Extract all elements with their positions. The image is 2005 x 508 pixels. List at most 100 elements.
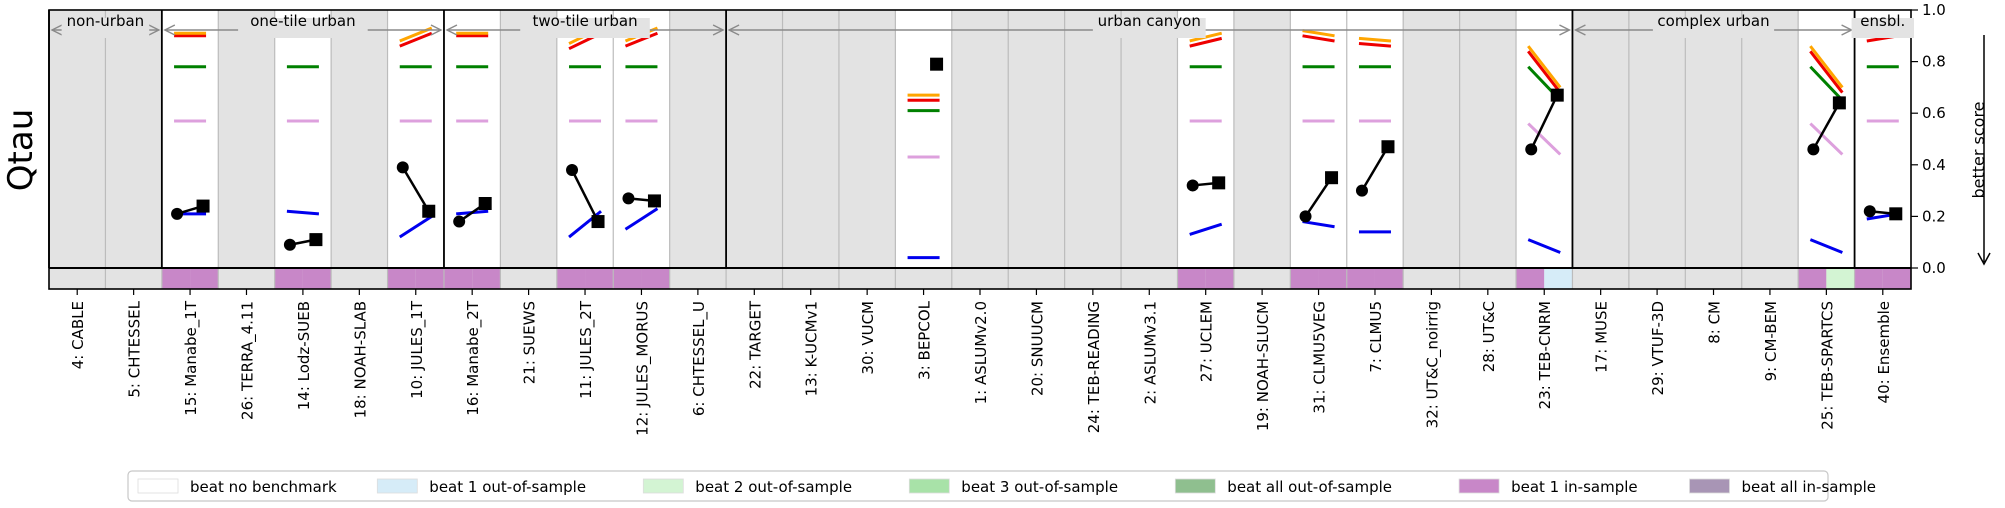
highlight-column <box>387 10 444 268</box>
series-connector <box>570 169 600 223</box>
benchmark-line <box>1302 34 1335 43</box>
strip-cell <box>1346 268 1375 289</box>
y-tick-label: 0.4 <box>1922 156 1946 174</box>
model-series <box>171 57 1903 251</box>
group-arrow-left <box>727 24 740 36</box>
x-tick-label: 11: JULES_2T <box>577 300 596 399</box>
strip-cell <box>641 268 670 289</box>
group-label: urban canyon <box>1098 12 1201 30</box>
circle-marker <box>1525 143 1538 156</box>
strip-cell <box>1318 268 1347 289</box>
x-tick-label: 24: TEB-READING <box>1085 301 1103 433</box>
square-marker <box>309 233 323 247</box>
group-label: two-tile urban <box>532 12 637 30</box>
group-label-bg <box>1851 18 1914 38</box>
strip-cell <box>1854 268 1883 289</box>
legend-label: beat 1 out-of-sample <box>429 478 586 496</box>
benchmark-line <box>1809 45 1844 89</box>
group-arrow-left <box>50 24 63 36</box>
series-connector <box>1530 94 1559 150</box>
legend-label: beat 2 out-of-sample <box>695 478 852 496</box>
legend-swatch <box>376 478 418 494</box>
benchmark-line <box>624 207 659 231</box>
strip-cell <box>1290 268 1319 289</box>
legend-label: beat 3 out-of-sample <box>961 478 1118 496</box>
x-tick-label: 19: NOAH-SLUCM <box>1254 301 1272 431</box>
circle-marker <box>1299 210 1312 223</box>
benchmark-line <box>1527 122 1562 156</box>
group-label-bg <box>61 18 150 38</box>
x-tick-label: 18: NOAH-SLAB <box>351 301 369 418</box>
highlight-column <box>1346 10 1404 268</box>
y-tick-label: 0.6 <box>1922 104 1946 122</box>
x-tick-label: 4: CABLE <box>69 301 87 369</box>
strip-cell <box>443 268 473 289</box>
circle-marker <box>283 238 296 251</box>
square-marker <box>1212 176 1226 190</box>
strip-cell <box>274 268 303 289</box>
benchmark-line <box>1189 31 1223 43</box>
x-tick-label: 16: Manabe_2T <box>464 300 483 416</box>
series-connector <box>1812 102 1841 150</box>
x-tick-label: 12: JULES_MORUS <box>633 301 652 436</box>
group-arrow-left <box>1573 24 1586 36</box>
x-tick-label: 13: K-UCMv1 <box>803 301 821 396</box>
group-arrow-left <box>445 24 458 36</box>
square-marker <box>196 199 210 213</box>
legend-frame <box>127 470 1829 502</box>
square-marker <box>591 215 605 229</box>
strip-cell <box>613 268 642 289</box>
x-tick-label: 9: CM-BEM <box>1762 301 1780 381</box>
x-tick-label: 15: Manabe_1T <box>182 300 201 416</box>
legend: beat no benchmark beat 1 out-of-sample bea… <box>127 470 1877 502</box>
group-arrow-left <box>163 24 176 36</box>
square-marker <box>1381 140 1395 154</box>
legend-label: beat all in-sample <box>1742 478 1877 496</box>
benchmark-line <box>624 31 659 48</box>
x-tick-label: 2: ASLUMv3.1 <box>1141 301 1159 404</box>
group-label: non-urban <box>67 12 145 30</box>
benchmark-line <box>1527 45 1562 89</box>
x-tick-label: 32: UT&C_noirrig <box>1423 301 1442 428</box>
x-tick-label: 30: VUCM <box>859 301 877 375</box>
highlight-column <box>613 10 670 268</box>
strip-cell <box>302 268 332 289</box>
strip-cell <box>556 268 586 289</box>
circle-marker <box>1186 179 1199 192</box>
plot-background <box>49 10 1911 289</box>
x-tick-label: 20: SNUUCM <box>1028 301 1046 396</box>
x-tick-label: 27: UCLEM <box>1198 301 1216 382</box>
circle-marker <box>1355 184 1368 197</box>
group-arrow-right <box>148 24 161 36</box>
benchmark-line <box>1809 65 1844 102</box>
benchmark-line <box>1809 50 1844 94</box>
square-marker <box>647 194 661 208</box>
square-marker <box>1889 207 1903 221</box>
circle-marker <box>1807 143 1820 156</box>
highlight-column <box>1854 10 1911 268</box>
legend-label: beat no benchmark <box>190 478 337 496</box>
strip-cell <box>1882 268 1911 289</box>
column-backgrounds <box>49 10 1911 289</box>
legend-swatch <box>1689 478 1730 494</box>
strip-cell <box>1374 268 1404 289</box>
x-tick-label: 26: TERRA_4.11 <box>238 301 257 420</box>
strip-cell <box>1544 268 1573 289</box>
highlight-column <box>556 10 614 268</box>
strip-cell <box>190 268 219 289</box>
group-label-bg <box>238 18 368 38</box>
x-tick-label: 8: CM <box>1706 301 1724 344</box>
x-tick-label: 10: JULES_1T <box>408 300 427 399</box>
x-tick-label: 5: CHTESSEL <box>126 300 144 397</box>
circle-marker <box>171 207 184 220</box>
x-tick-label: 3: BEPCOL <box>916 300 934 379</box>
benchmark-line <box>398 215 433 239</box>
group-label: ensbl. <box>1860 12 1905 30</box>
strip-cell <box>472 268 501 289</box>
benchmark-line <box>1189 222 1223 236</box>
category-groups: non-urban one-tile urban two-tile urban urb… <box>48 10 1914 268</box>
strip-cell <box>1205 268 1234 289</box>
strip-cell <box>387 268 416 289</box>
legend-swatch <box>642 478 684 494</box>
